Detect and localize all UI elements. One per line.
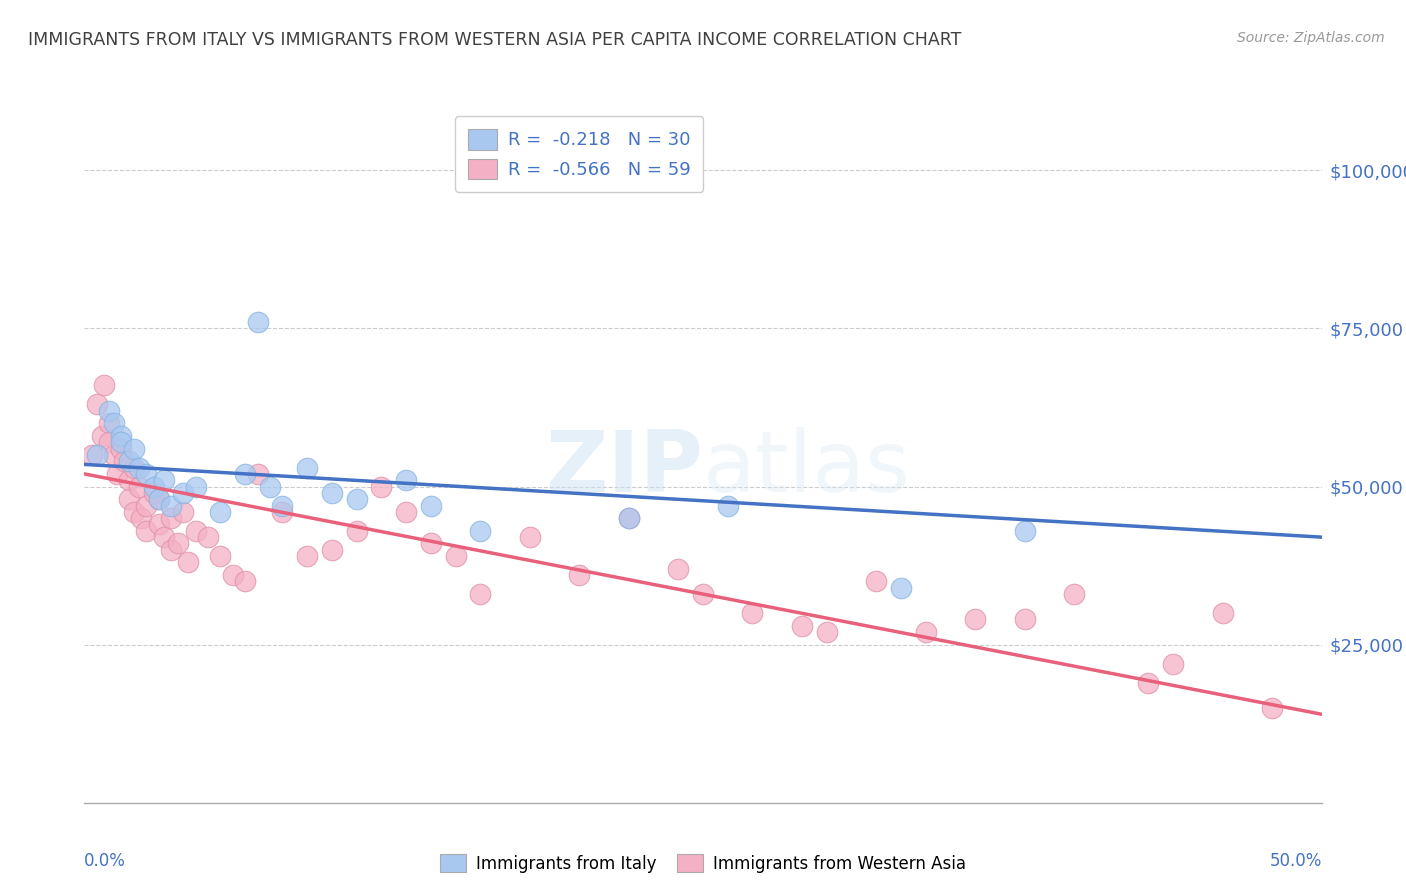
Point (346, 524, 368, 538)
Legend: Immigrants from Italy, Immigrants from Western Asia: Immigrants from Italy, Immigrants from W… (433, 847, 973, 880)
Point (222, 568, 245, 582)
Point (741, 606, 763, 620)
Point (86, 448, 108, 462)
Point (184, 524, 207, 538)
Point (444, 549, 467, 563)
Point (98, 403, 121, 417)
Point (419, 536, 441, 550)
Point (172, 505, 194, 519)
Point (118, 473, 141, 487)
Point (160, 511, 183, 525)
Point (209, 505, 232, 519)
Point (86, 397, 108, 411)
Point (295, 460, 318, 475)
Point (135, 499, 157, 513)
Point (470, 524, 492, 538)
Point (197, 530, 219, 544)
Text: 50.0%: 50.0% (1270, 852, 1322, 870)
Point (148, 492, 170, 507)
Point (617, 511, 640, 525)
Point (142, 486, 165, 500)
Point (568, 568, 591, 582)
Point (98, 417, 121, 431)
Point (172, 486, 194, 500)
Point (122, 460, 145, 475)
Point (184, 479, 207, 493)
Point (617, 511, 640, 525)
Point (233, 467, 256, 481)
Point (122, 442, 145, 456)
Point (129, 511, 152, 525)
Point (1014, 612, 1036, 626)
Point (152, 473, 174, 487)
Point (105, 467, 128, 481)
Point (98, 435, 121, 450)
Text: IMMIGRANTS FROM ITALY VS IMMIGRANTS FROM WESTERN ASIA PER CAPITA INCOME CORRELAT: IMMIGRANTS FROM ITALY VS IMMIGRANTS FROM… (28, 31, 962, 49)
Point (233, 574, 256, 589)
Point (717, 499, 740, 513)
Point (815, 625, 838, 640)
Point (160, 499, 183, 513)
Point (295, 549, 318, 563)
Point (160, 542, 183, 557)
Point (865, 574, 887, 589)
Point (395, 473, 418, 487)
Legend: R =  -0.218   N = 30, R =  -0.566   N = 59: R = -0.218 N = 30, R = -0.566 N = 59 (456, 116, 703, 192)
Point (1161, 657, 1184, 671)
Point (346, 492, 368, 507)
Point (209, 549, 232, 563)
Point (259, 479, 281, 493)
Point (112, 454, 135, 468)
Point (128, 460, 150, 475)
Point (271, 505, 294, 519)
Point (692, 587, 714, 601)
Point (1261, 701, 1284, 715)
Point (914, 625, 936, 640)
Point (519, 530, 541, 544)
Point (177, 556, 200, 570)
Text: 0.0%: 0.0% (84, 852, 127, 870)
Point (370, 479, 392, 493)
Point (246, 467, 269, 481)
Point (246, 315, 269, 329)
Point (142, 479, 165, 493)
Point (419, 499, 441, 513)
Point (1063, 587, 1085, 601)
Point (790, 618, 813, 632)
Point (90, 429, 112, 443)
Point (148, 492, 170, 507)
Point (321, 542, 343, 557)
Point (118, 454, 141, 468)
Point (122, 505, 145, 519)
Point (135, 524, 157, 538)
Point (110, 429, 132, 443)
Point (321, 486, 343, 500)
Point (1137, 675, 1160, 690)
Point (470, 587, 492, 601)
Point (152, 530, 174, 544)
Point (118, 492, 141, 507)
Point (148, 517, 170, 532)
Point (128, 479, 150, 493)
Point (395, 505, 418, 519)
Point (1212, 606, 1234, 620)
Point (103, 417, 125, 431)
Point (890, 581, 912, 595)
Point (135, 467, 157, 481)
Point (103, 448, 125, 462)
Point (80, 448, 103, 462)
Point (167, 536, 190, 550)
Point (110, 442, 132, 456)
Point (93, 378, 115, 392)
Text: ZIP: ZIP (546, 427, 703, 510)
Text: Source: ZipAtlas.com: Source: ZipAtlas.com (1237, 31, 1385, 45)
Point (271, 499, 294, 513)
Point (666, 562, 689, 576)
Text: atlas: atlas (703, 427, 911, 510)
Point (110, 435, 132, 450)
Point (965, 612, 987, 626)
Point (1014, 524, 1036, 538)
